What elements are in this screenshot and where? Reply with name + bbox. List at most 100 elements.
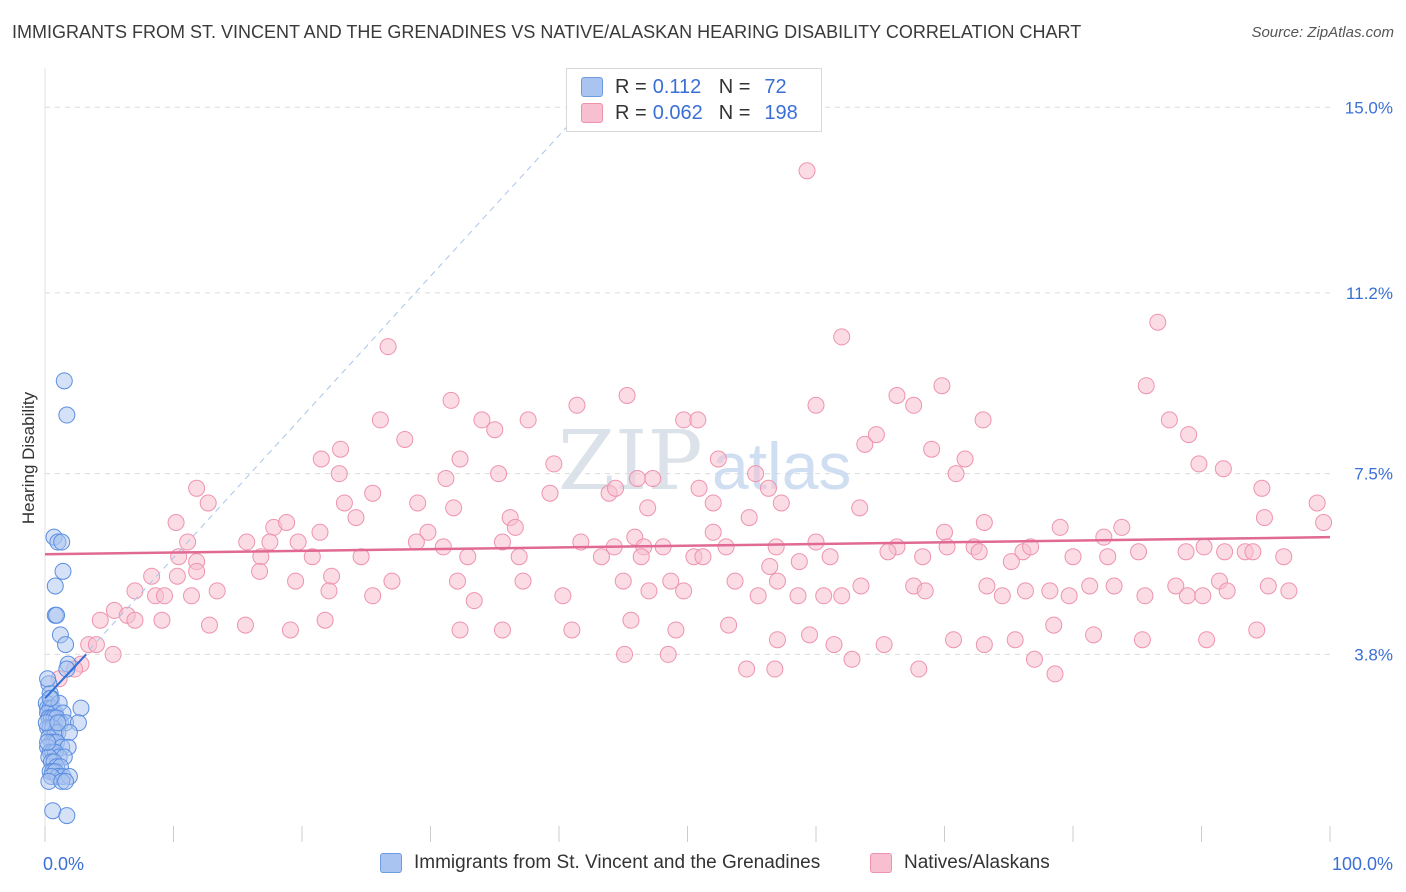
natives-point — [278, 514, 296, 531]
natives-point — [364, 587, 382, 605]
r-label: R = — [615, 75, 647, 98]
natives-point — [251, 562, 269, 580]
natives-point — [879, 543, 897, 561]
natives-point — [1137, 377, 1155, 395]
natives-point — [170, 548, 188, 566]
natives-point — [1160, 411, 1178, 429]
natives-point — [867, 426, 885, 444]
natives-point — [749, 587, 767, 605]
natives-point — [1133, 631, 1151, 649]
natives-point — [766, 660, 784, 678]
natives-point — [486, 421, 504, 439]
natives-point — [825, 636, 843, 654]
natives-point — [1025, 650, 1043, 668]
natives-point — [592, 548, 610, 566]
natives-point — [798, 162, 816, 180]
natives-point — [616, 645, 634, 663]
natives-point — [914, 548, 932, 566]
natives-point — [320, 582, 338, 600]
y-tick-label: 3.8% — [1354, 645, 1393, 664]
natives-point — [843, 650, 861, 668]
natives-point — [1051, 518, 1069, 536]
natives-point — [419, 523, 437, 541]
natives-point — [238, 533, 256, 551]
natives-point — [396, 430, 414, 448]
natives-point — [923, 440, 941, 458]
natives-point — [519, 411, 537, 429]
natives-point — [740, 509, 758, 527]
natives-point — [689, 411, 707, 429]
legend-item-natives[interactable]: Natives/Alaskans — [870, 852, 1050, 874]
natives-point — [490, 465, 508, 483]
y-tick-label: 15.0% — [1345, 98, 1393, 117]
natives-point — [975, 636, 993, 654]
natives-point — [200, 616, 218, 634]
natives-point — [659, 645, 677, 663]
watermark: ZIP atlas — [558, 414, 851, 509]
natives-point — [493, 621, 511, 639]
natives-point — [1195, 538, 1213, 556]
legend-swatch-blue — [380, 853, 402, 873]
natives-point — [1244, 543, 1262, 561]
natives-point — [947, 465, 965, 483]
natives-point — [510, 548, 528, 566]
legend-item-immigrants[interactable]: Immigrants from St. Vincent and the Gren… — [380, 852, 820, 874]
natives-point — [437, 470, 455, 488]
natives-point — [726, 572, 744, 590]
immigrants-trend-extension — [44, 106, 586, 699]
natives-point — [347, 509, 365, 527]
natives-point — [628, 470, 646, 488]
natives-point — [407, 533, 425, 551]
natives-point — [1002, 553, 1020, 571]
natives-point — [434, 538, 452, 556]
natives-point — [188, 562, 206, 580]
natives-point — [445, 499, 463, 517]
natives-point — [1167, 577, 1185, 595]
natives-point — [709, 450, 727, 468]
immigrants-point — [58, 807, 76, 825]
natives-point — [143, 567, 161, 585]
natives-point — [1308, 494, 1326, 512]
natives-point — [1016, 582, 1034, 600]
natives-point — [1248, 621, 1266, 639]
natives-point — [1105, 577, 1123, 595]
immigrants-trend-line — [44, 653, 87, 700]
natives-point — [91, 611, 109, 629]
n-label: N = — [718, 101, 751, 124]
natives-point — [541, 484, 559, 502]
immigrants-point — [44, 802, 62, 820]
natives-point — [126, 611, 144, 629]
natives-point — [875, 636, 893, 654]
natives-point — [335, 494, 353, 512]
immigrants-point — [57, 636, 75, 654]
natives-point — [87, 636, 105, 654]
natives-point — [970, 543, 988, 561]
n-value: 72 — [764, 75, 787, 98]
legend-swatch-pink — [581, 103, 603, 123]
natives-point — [1198, 631, 1216, 649]
natives-point — [675, 411, 693, 429]
immigrants-point — [55, 372, 73, 390]
natives-point — [182, 587, 200, 605]
natives-point — [801, 626, 819, 644]
legend-row-natives: R = 0.062 N = 198 — [581, 101, 798, 125]
immigrants-point — [39, 670, 57, 688]
natives-point — [675, 582, 693, 600]
natives-point — [1275, 548, 1293, 566]
natives-point — [767, 538, 785, 556]
natives-point — [364, 484, 382, 502]
natives-point — [639, 499, 657, 517]
source-label: Source: ZipAtlas.com — [1251, 24, 1394, 41]
x-tick-label: 0.0% — [43, 854, 84, 874]
natives-point — [473, 411, 491, 429]
immigrants-point — [46, 577, 64, 595]
natives-point — [1315, 514, 1333, 531]
natives-point — [694, 548, 712, 566]
immigrants-point — [48, 606, 66, 624]
natives-point — [332, 440, 350, 458]
n-value: 198 — [764, 101, 798, 124]
natives-point — [790, 553, 808, 571]
natives-point — [1149, 313, 1167, 331]
natives-point — [563, 621, 581, 639]
y-axis-label: Hearing Disability — [19, 391, 38, 524]
